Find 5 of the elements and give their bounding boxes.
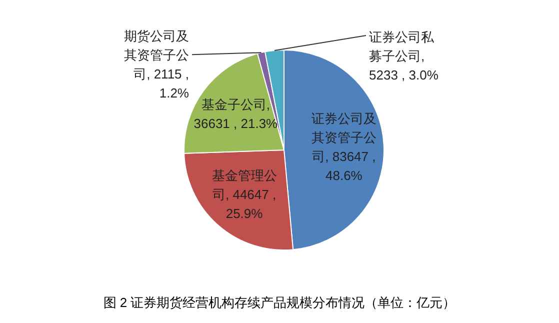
slice-label: 证券公司及其资管子公司, 83647 , 48.6% (311, 110, 376, 183)
slice-label: 基金管理公司, 44647 , 25.9% (212, 168, 277, 221)
text: 图 2 证券期货经营机构存续产品规模分布情况（单位：亿元） (103, 295, 456, 310)
slice-label: 证券公司私募子公司, 5233 , 3.0% (369, 29, 439, 82)
slice-label: 期货公司及其资管子公司, 2115 , 1.2% (124, 28, 190, 101)
